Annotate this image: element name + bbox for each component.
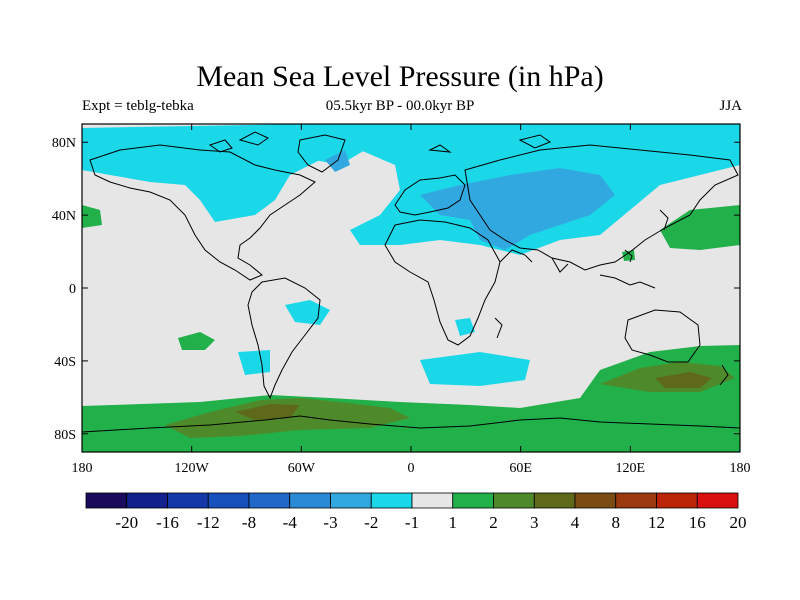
anomaly-region-antarctic-core [235,404,300,420]
anomaly-region-southern-ocean [420,352,530,386]
y-tick-label: 80N [52,136,76,151]
colorbar-label: 2 [489,513,498,532]
anomaly-region-pacific-core [655,372,712,388]
y-tick-label: 40S [54,355,76,370]
coastlines [82,131,740,433]
colorbar-swatch [330,492,372,509]
contour-fills [82,124,740,452]
colorbar-swatch [126,492,168,509]
colorbar-swatch [370,492,413,509]
colorbar-label: 8 [612,513,621,532]
season-label: JJA [719,98,742,114]
colorbar-swatch [207,492,250,509]
colorbar-label: 12 [648,513,665,532]
period-label: 05.5kyr BP - 00.0kyr BP [325,98,475,114]
colorbar-swatch [615,492,657,509]
x-tick-label: 0 [408,461,415,476]
colorbar-label: -3 [323,513,337,532]
colorbar-label: -16 [156,513,179,532]
anomaly-region-south-africa [455,318,475,336]
y-tick-label: 80S [54,428,76,443]
x-tick-label: 180 [730,461,751,476]
colorbar-swatch [452,492,494,509]
colorbar-label: -1 [405,513,419,532]
colorbar: -20 -16 -12 -8 -4 -3 -2 -1 1 2 3 4 8 12 16 20 [85,492,747,532]
colorbar-label: 1 [449,513,458,532]
anomaly-region-south-pacific-small [178,332,215,350]
colorbar-swatch [411,492,454,509]
y-axis-ticks: 80N 40N 0 40S 80S [52,136,740,443]
x-tick-label: 180 [72,461,93,476]
colorbar-swatch [85,492,128,509]
experiment-label: Expt = teblg-tebka [82,98,194,114]
colorbar-swatch [533,492,576,509]
anomaly-region-central-asia [420,168,615,250]
colorbar-label: -20 [115,513,138,532]
colorbar-label: -8 [242,513,256,532]
x-tick-label: 60E [509,461,532,476]
colorbar-swatch [696,492,739,509]
colorbar-label: 20 [730,513,747,532]
y-tick-label: 0 [69,282,76,297]
colorbar-swatch [493,492,535,509]
anomaly-region-north-america [82,124,330,222]
y-tick-label: 40N [52,209,76,224]
anomaly-region-west-pacific [82,205,102,228]
colorbar-swatch [248,492,291,509]
colorbar-swatch [574,492,617,509]
x-tick-label: 60W [288,461,316,476]
map-panel [82,124,740,452]
x-tick-label: 120W [175,461,210,476]
colorbar-label: 3 [530,513,539,532]
colorbar-swatch [167,492,209,509]
colorbar-label: 16 [689,513,706,532]
anomaly-region-greenland [300,124,365,165]
colorbar-swatch [656,492,698,509]
colorbar-label: -2 [364,513,378,532]
x-axis-ticks: 180 120W 60W 0 60E 120E 180 [72,124,751,476]
colorbar-swatch [289,492,331,509]
anomaly-region-nw-pacific [660,205,740,250]
colorbar-label: -12 [197,513,220,532]
chart-title: Mean Sea Level Pressure (in hPa) [196,60,604,93]
colorbar-label: -4 [283,513,298,532]
colorbar-label: 4 [571,513,580,532]
x-tick-label: 120E [616,461,646,476]
anomaly-region-tropical-atlantic [285,300,330,325]
